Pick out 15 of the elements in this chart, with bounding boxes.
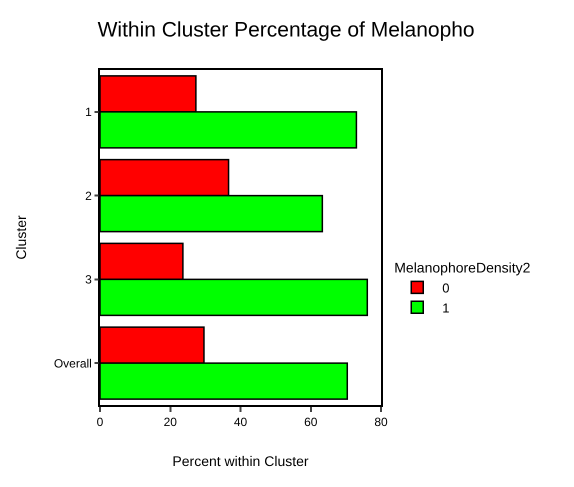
x-axis-title: Percent within Cluster (172, 452, 309, 469)
legend-title: MelanophoreDensity2 (394, 259, 531, 276)
legend-label: 1 (442, 300, 450, 316)
legend-label: 0 (442, 280, 450, 296)
y-tick-label: 1 (85, 105, 92, 120)
x-tick-label: 60 (304, 415, 318, 430)
y-tick-label: 2 (85, 188, 92, 203)
x-tick-label: 20 (164, 415, 178, 430)
y-tick-label: 3 (85, 272, 92, 287)
y-axis-title: Cluster (12, 214, 29, 260)
chart-title: Within Cluster Percentage of Melanopho (98, 18, 475, 42)
x-tick-label: 0 (96, 415, 104, 430)
x-tick-label: 80 (374, 415, 388, 430)
y-tick-label: Overall (54, 356, 92, 370)
x-tick-label: 40 (234, 415, 248, 430)
